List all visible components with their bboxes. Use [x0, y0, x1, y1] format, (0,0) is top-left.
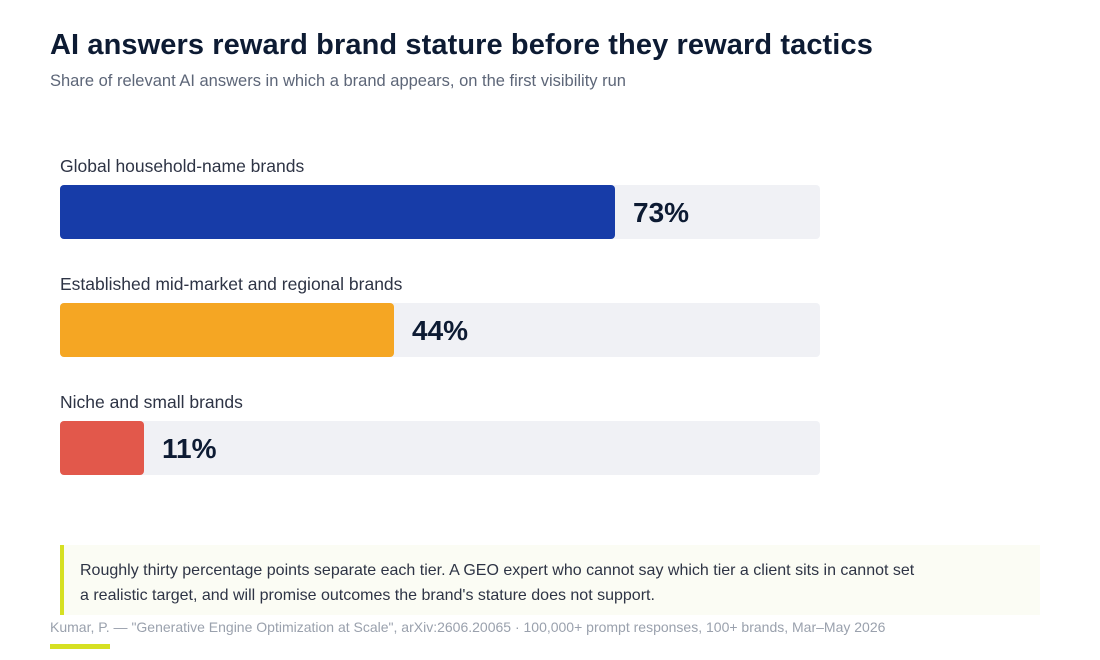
bar-track: 73%	[60, 185, 820, 239]
bar-value-label: 11%	[162, 433, 217, 464]
bar	[60, 421, 144, 475]
bar-track: 11%	[60, 421, 820, 475]
bar-value-label: 44%	[412, 315, 469, 346]
source-citation: Kumar, P. — "Generative Engine Optimizat…	[50, 619, 886, 635]
callout-text: Roughly thirty percentage points separat…	[80, 562, 915, 604]
bar-chart: Global household-name brands 73% Establish…	[60, 150, 820, 490]
chart-subtitle: Share of relevant AI answers in which a …	[50, 72, 626, 90]
bar	[60, 185, 615, 239]
bar-track: 44%	[60, 303, 820, 357]
bar-category-label: Global household-name brands	[60, 156, 305, 176]
bar-group: Global household-name brands 73%	[60, 150, 820, 240]
bar-category-label: Niche and small brands	[60, 392, 243, 412]
bar-value-label: 73%	[633, 197, 690, 228]
bar-group: Niche and small brands 11%	[60, 386, 820, 476]
bar	[60, 303, 394, 357]
chart-title: AI answers reward brand stature before t…	[50, 29, 873, 61]
bar-category-label: Established mid-market and regional bran…	[60, 274, 403, 294]
bar-group: Established mid-market and regional bran…	[60, 268, 820, 358]
accent-rule	[50, 644, 110, 649]
insight-callout: Roughly thirty percentage points separat…	[60, 545, 1040, 615]
